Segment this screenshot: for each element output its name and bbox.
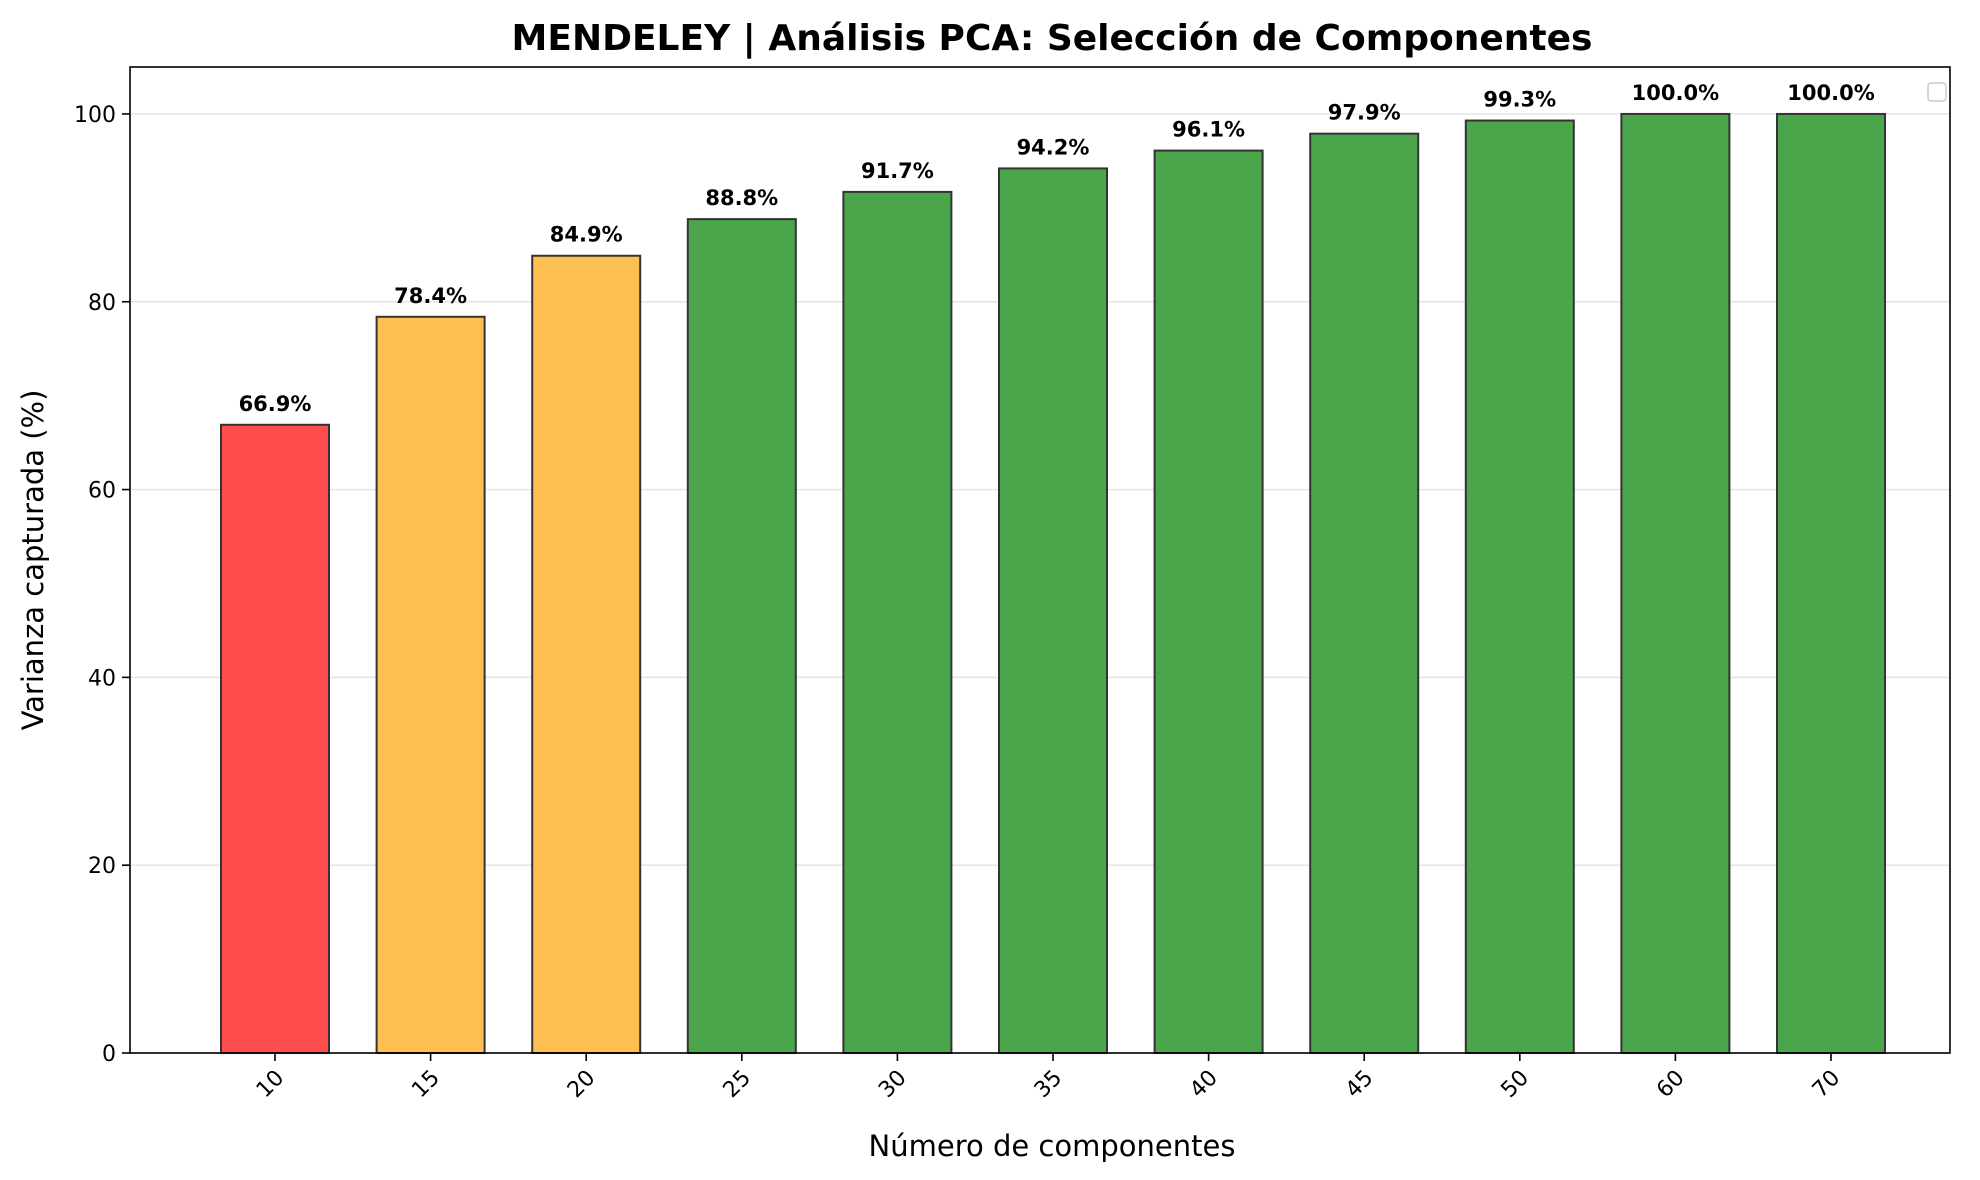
data-label-10: 66.9% [239, 392, 312, 416]
y-tick-label: 100 [74, 103, 116, 128]
data-label-70: 100.0% [1787, 81, 1874, 105]
x-axis-label: Número de componentes [869, 1129, 1236, 1163]
x-tick-label: 70 [1808, 1066, 1845, 1103]
legend-box [1927, 82, 1947, 102]
data-label-40: 96.1% [1172, 118, 1245, 142]
data-label-60: 100.0% [1632, 81, 1719, 105]
data-label-35: 94.2% [1017, 135, 1090, 159]
plot-frame [129, 66, 1951, 1054]
y-axis-label: Varianza capturada (%) [16, 390, 50, 731]
bar-10 [220, 423, 330, 1054]
bar-30 [842, 190, 953, 1055]
y-tick-label: 80 [88, 291, 116, 316]
x-tick-label: 40 [1185, 1066, 1222, 1103]
x-tick-label: 20 [563, 1066, 600, 1103]
bar-70 [1776, 112, 1886, 1054]
y-tick-label: 40 [88, 666, 116, 691]
data-label-20: 84.9% [550, 223, 623, 247]
chart-title: MENDELEY | Análisis PCA: Selección de Co… [512, 18, 1593, 59]
y-tick-label: 0 [102, 1042, 116, 1067]
bar-20 [531, 254, 642, 1054]
data-label-15: 78.4% [394, 284, 467, 308]
data-label-30: 91.7% [861, 159, 934, 183]
data-label-45: 97.9% [1328, 101, 1401, 125]
x-tick-label: 35 [1030, 1066, 1067, 1103]
x-tick-label: 15 [407, 1066, 444, 1103]
bar-40 [1153, 149, 1264, 1054]
bar-50 [1464, 119, 1575, 1055]
bar-35 [998, 167, 1108, 1055]
data-label-50: 99.3% [1483, 88, 1556, 112]
y-tick-label: 60 [88, 479, 116, 504]
data-label-25: 88.8% [705, 186, 778, 210]
x-tick-label: 45 [1341, 1066, 1378, 1103]
bar-25 [686, 218, 797, 1054]
x-tick-label: 10 [252, 1066, 289, 1103]
bar-15 [375, 315, 486, 1054]
x-axis-ticks: 10 15 20 25 30 35 40 45 50 60 70 [252, 1053, 1845, 1103]
bar-45 [1309, 132, 1420, 1055]
x-tick-label: 50 [1497, 1066, 1534, 1103]
x-tick-label: 25 [719, 1066, 756, 1103]
x-tick-label: 30 [874, 1066, 911, 1103]
data-labels: 66.9% 78.4% 84.9% 88.8% 91.7% 94.2% 96.1% 97.9%… [239, 81, 1875, 416]
y-tick-label: 20 [88, 854, 116, 879]
y-axis-ticks: 0 20 40 60 80 100 [74, 103, 130, 1067]
x-tick-label: 60 [1652, 1066, 1689, 1103]
bars [220, 112, 1886, 1055]
bar-60 [1620, 112, 1731, 1054]
